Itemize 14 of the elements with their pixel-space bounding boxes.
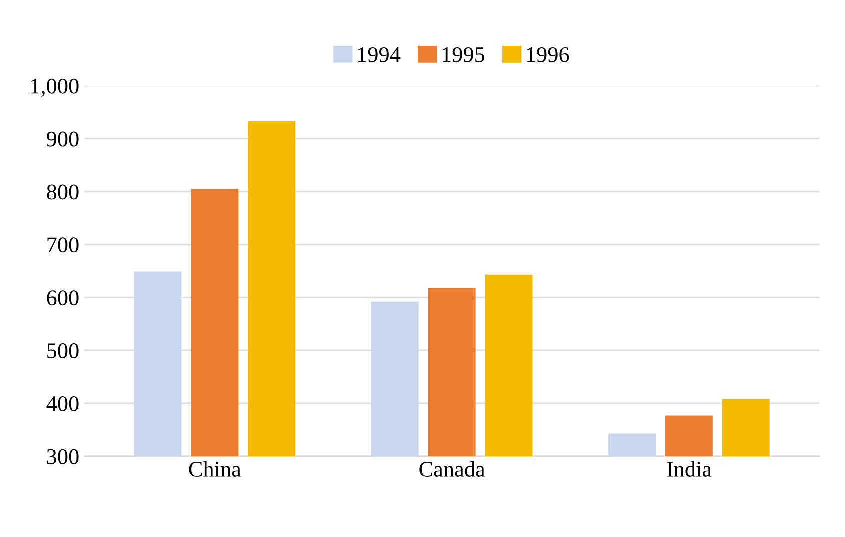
y-tick-label: 700 (48, 238, 79, 253)
y-tick-label: 1,000 (32, 78, 79, 98)
x-tick-label: India (667, 461, 712, 477)
y-tick-label: 800 (47, 184, 79, 200)
legend-label: 1995 (442, 47, 485, 62)
x-tick-label: China (189, 461, 242, 477)
y-tick-label: 400 (46, 396, 79, 412)
y-tick-label: 500 (48, 344, 79, 359)
y-tick-label: 900 (47, 132, 79, 147)
legend-label: 1996 (527, 47, 570, 62)
legend-label: 1994 (358, 47, 401, 62)
y-tick-label: 600 (47, 290, 79, 306)
y-tick-label: 300 (47, 449, 79, 464)
x-tick-label: Canada (420, 461, 486, 477)
